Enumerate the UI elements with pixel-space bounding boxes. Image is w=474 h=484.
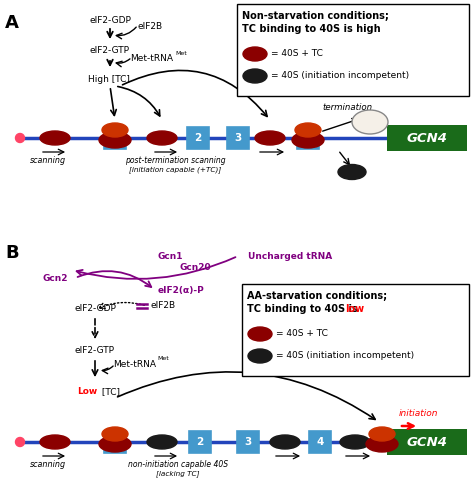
FancyBboxPatch shape — [237, 431, 259, 453]
Text: eIF2-GDP: eIF2-GDP — [74, 304, 116, 313]
Ellipse shape — [243, 47, 267, 61]
Ellipse shape — [352, 110, 388, 134]
Text: [lacking TC]: [lacking TC] — [156, 470, 200, 477]
FancyBboxPatch shape — [104, 431, 126, 453]
Text: eIF2B: eIF2B — [138, 22, 163, 31]
Text: eIF2B: eIF2B — [151, 301, 176, 309]
Text: A: A — [5, 14, 19, 32]
Ellipse shape — [102, 427, 128, 441]
Text: Gcn1: Gcn1 — [157, 252, 183, 261]
Text: 3: 3 — [234, 133, 242, 143]
Ellipse shape — [338, 165, 366, 180]
FancyBboxPatch shape — [237, 4, 469, 96]
Text: low: low — [345, 304, 364, 314]
Ellipse shape — [16, 438, 25, 447]
Text: termination: termination — [323, 104, 373, 112]
Text: scanning: scanning — [30, 156, 66, 165]
Text: = 40S (initiation incompetent): = 40S (initiation incompetent) — [271, 72, 409, 80]
Ellipse shape — [147, 131, 177, 145]
Ellipse shape — [99, 436, 131, 452]
Ellipse shape — [292, 132, 324, 148]
Text: 2: 2 — [196, 437, 204, 447]
FancyBboxPatch shape — [309, 431, 331, 453]
FancyBboxPatch shape — [242, 284, 469, 376]
FancyBboxPatch shape — [387, 429, 467, 455]
Ellipse shape — [99, 132, 131, 148]
Text: initiation: initiation — [399, 409, 438, 419]
Ellipse shape — [340, 435, 370, 449]
Text: eIF2-GTP: eIF2-GTP — [90, 46, 130, 55]
Text: Gcn20: Gcn20 — [179, 263, 211, 272]
Ellipse shape — [248, 349, 272, 363]
Ellipse shape — [40, 435, 70, 449]
Text: Gcn2: Gcn2 — [42, 274, 68, 283]
Text: eIF2-GDP: eIF2-GDP — [89, 16, 131, 25]
Text: 3: 3 — [245, 437, 252, 447]
Text: = 40S + TC: = 40S + TC — [271, 49, 323, 59]
Text: GCN4: GCN4 — [407, 132, 447, 145]
FancyBboxPatch shape — [227, 127, 249, 149]
Text: 2: 2 — [194, 133, 201, 143]
Text: 4: 4 — [304, 133, 312, 143]
Ellipse shape — [295, 123, 321, 137]
Ellipse shape — [270, 435, 300, 449]
Ellipse shape — [255, 131, 285, 145]
Text: non-initiation capable 40S: non-initiation capable 40S — [128, 460, 228, 469]
Text: TC binding to 40S is high: TC binding to 40S is high — [242, 24, 381, 34]
Text: Met: Met — [175, 51, 187, 56]
Text: B: B — [5, 244, 18, 262]
Ellipse shape — [102, 123, 128, 137]
Text: [initiation capable (+TC)]: [initiation capable (+TC)] — [129, 166, 221, 173]
Text: AA-starvation conditions;: AA-starvation conditions; — [247, 291, 387, 301]
FancyBboxPatch shape — [104, 127, 126, 149]
Text: = 40S (initiation incompetent): = 40S (initiation incompetent) — [276, 351, 414, 361]
Text: Met-tRNA: Met-tRNA — [130, 54, 173, 63]
Ellipse shape — [248, 327, 272, 341]
Text: scanning: scanning — [30, 460, 66, 469]
FancyBboxPatch shape — [297, 127, 319, 149]
Text: Low: Low — [77, 387, 97, 396]
Ellipse shape — [366, 436, 398, 452]
Text: 1: 1 — [111, 437, 118, 447]
FancyBboxPatch shape — [189, 431, 211, 453]
Ellipse shape — [40, 131, 70, 145]
Text: 4: 4 — [316, 437, 324, 447]
Ellipse shape — [369, 427, 395, 441]
Text: = 40S + TC: = 40S + TC — [276, 330, 328, 338]
Ellipse shape — [16, 134, 25, 142]
FancyBboxPatch shape — [187, 127, 209, 149]
Text: Uncharged tRNA: Uncharged tRNA — [248, 252, 332, 261]
Ellipse shape — [147, 435, 177, 449]
Text: 1: 1 — [111, 133, 118, 143]
Text: [TC]: [TC] — [99, 387, 120, 396]
Ellipse shape — [243, 69, 267, 83]
FancyBboxPatch shape — [387, 125, 467, 151]
Text: High [TC]: High [TC] — [88, 75, 130, 84]
Text: post-termination scanning: post-termination scanning — [125, 156, 225, 165]
Text: eIF2-GTP: eIF2-GTP — [75, 346, 115, 355]
Text: Non-starvation conditions;: Non-starvation conditions; — [242, 11, 389, 21]
Text: TC binding to 40S is: TC binding to 40S is — [247, 304, 361, 314]
Text: GCN4: GCN4 — [407, 436, 447, 449]
Text: Met: Met — [157, 356, 169, 361]
Text: Met-tRNA: Met-tRNA — [113, 360, 156, 369]
Text: eIF2(α)-P: eIF2(α)-P — [158, 286, 205, 294]
